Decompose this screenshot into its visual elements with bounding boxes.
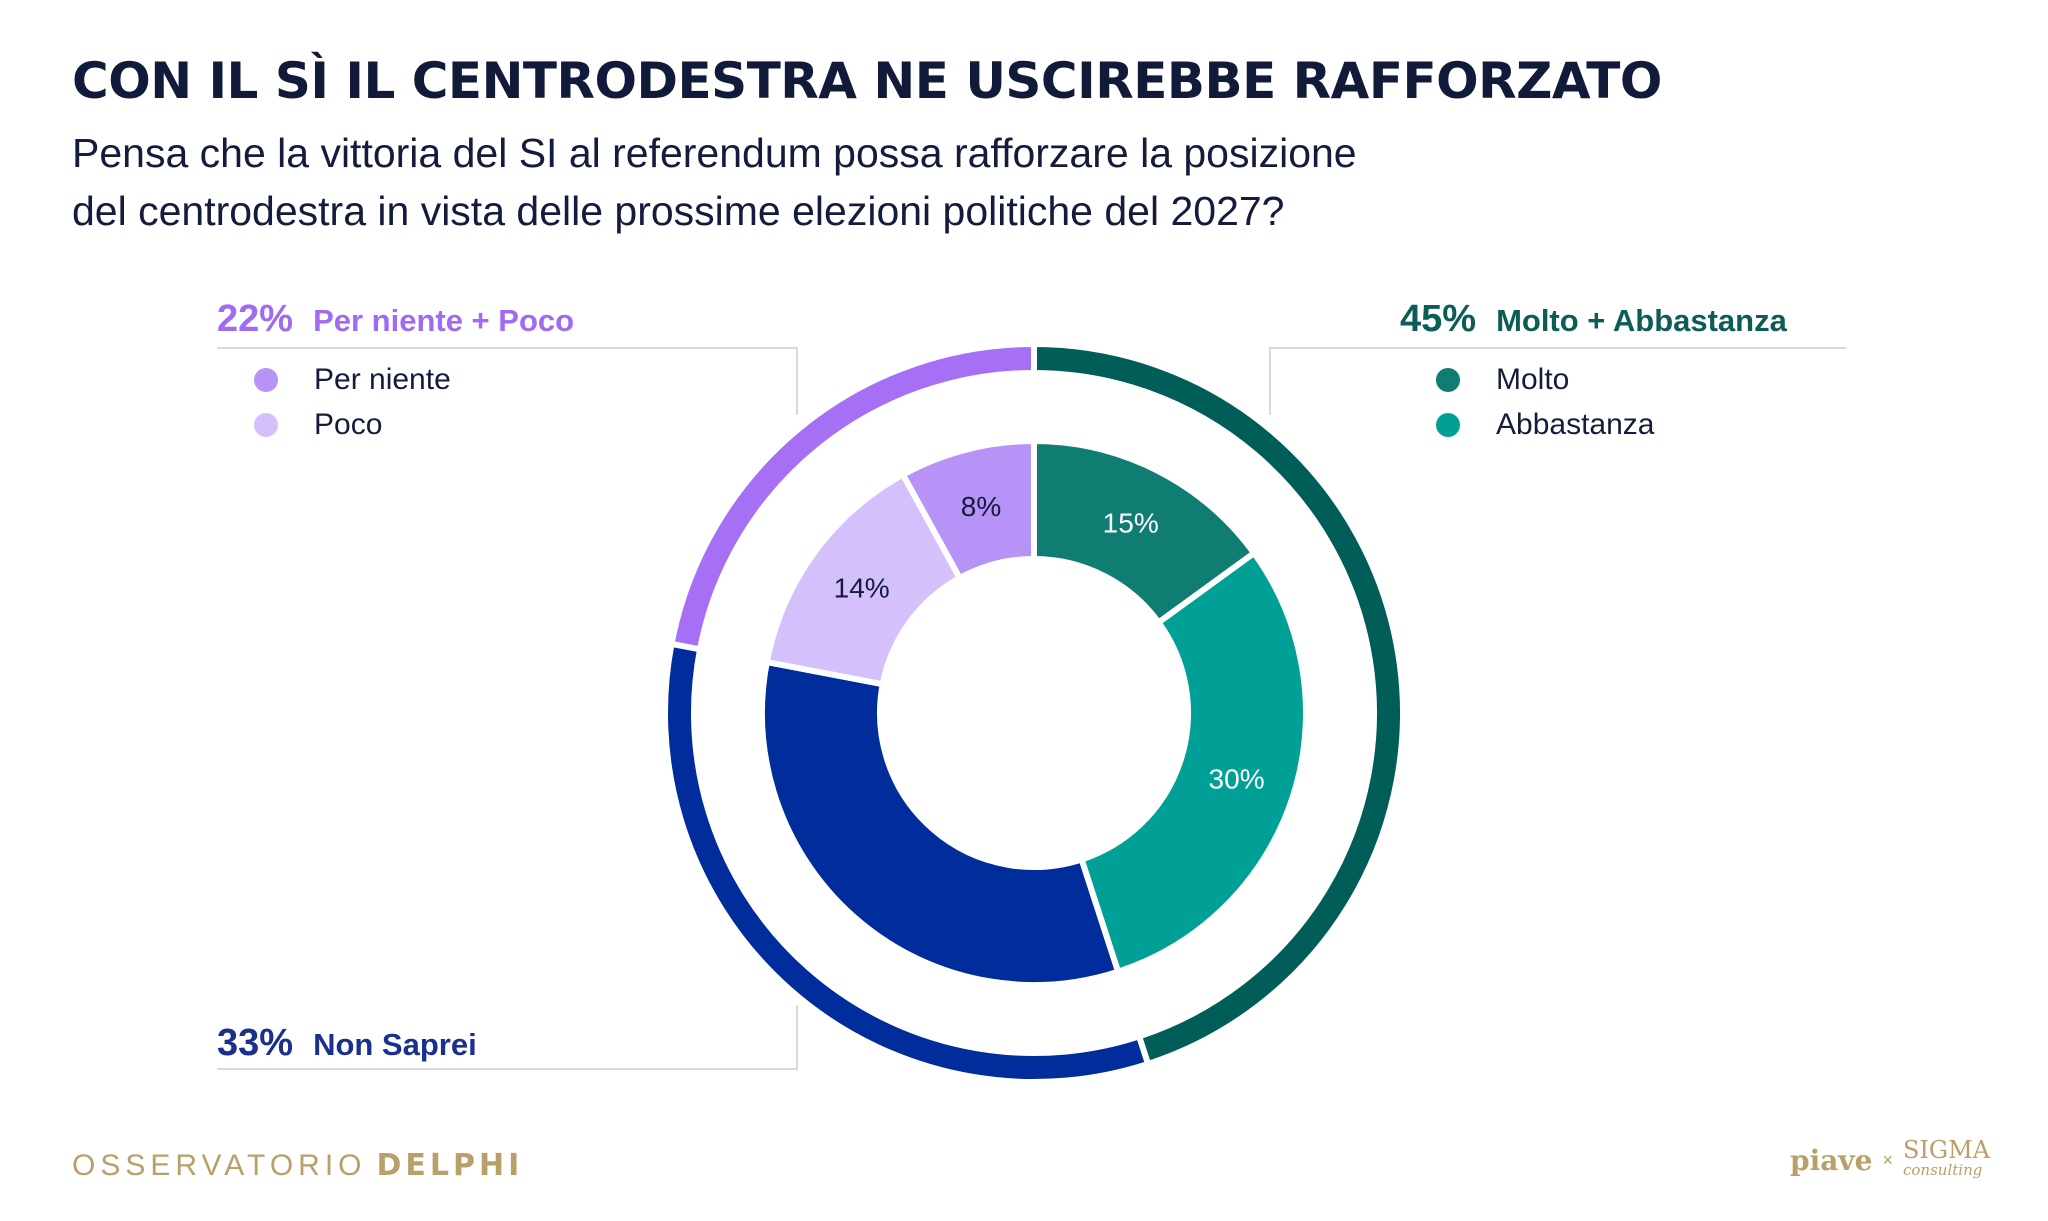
inner-slice-per-niente <box>898 437 1037 583</box>
connector-line-negative <box>217 347 798 415</box>
group-negative-pct: 22% <box>217 298 294 340</box>
connector-line-positive <box>1269 347 1846 415</box>
outer-slice-per-niente-poco <box>668 340 1037 653</box>
footer-brand-partners: piave × SIGMA consulting <box>1790 1136 1990 1180</box>
legend-dot-per-niente <box>254 368 278 392</box>
footer-sigma-logo: SIGMA consulting <box>1903 1136 1990 1180</box>
legend-dot-molto <box>1436 368 1460 392</box>
group-negative: 22% Per niente + Poco <box>217 298 574 341</box>
legend-dot-poco <box>254 413 278 437</box>
footer-brand-bold: DELPHI <box>376 1148 524 1183</box>
group-positive-pct: 45% <box>1400 298 1477 340</box>
group-positive-label: Molto + Abbastanza <box>1496 303 1787 338</box>
legend-label-molto: Molto <box>1496 363 1570 396</box>
footer-brand-light: OSSERVATORIO <box>72 1149 367 1182</box>
legend-dot-abbastanza <box>1436 413 1460 437</box>
group-positive: 45% Molto + Abbastanza <box>1400 298 1787 341</box>
legend-label-per-niente: Per niente <box>314 363 451 396</box>
footer-sigma-text: SIGMA <box>1903 1136 1990 1164</box>
data-label-poco: 14% <box>834 572 890 603</box>
group-negative-label: Per niente + Poco <box>313 303 575 338</box>
page-subtitle: Pensa che la vittoria del SI al referend… <box>72 124 1672 240</box>
legend-item-abbastanza: Abbastanza <box>1436 408 1654 442</box>
footer-consulting-text: consulting <box>1903 1161 1983 1179</box>
inner-slice-non-saprei <box>759 658 1122 988</box>
data-label-per-niente: 8% <box>961 491 1001 522</box>
group-unsure: 33% Non Saprei <box>217 1022 477 1065</box>
data-label-abbastanza: 30% <box>1209 763 1265 794</box>
legend-item-per-niente: Per niente <box>254 363 451 397</box>
footer-piave-logo: piave <box>1790 1143 1873 1177</box>
footer-brand-osservatorio: OSSERVATORIO DELPHI <box>72 1148 523 1183</box>
legend-item-molto: Molto <box>1436 363 1569 397</box>
group-unsure-pct: 33% <box>217 1022 294 1064</box>
inner-slice-abbastanza <box>1077 548 1309 976</box>
subtitle-line-1: Pensa che la vittoria del SI al referend… <box>72 130 1357 176</box>
legend-label-abbastanza: Abbastanza <box>1496 408 1655 441</box>
footer-x: × <box>1882 1149 1893 1170</box>
connector-line-unsure <box>217 1005 798 1070</box>
page-title: CON IL SÌ IL CENTRODESTRA NE USCIREBBE R… <box>72 52 1662 110</box>
subtitle-line-2: del centrodestra in vista delle prossime… <box>72 188 1285 234</box>
group-unsure-label: Non Saprei <box>313 1027 477 1062</box>
data-label-molto: 15% <box>1103 508 1159 539</box>
legend-label-poco: Poco <box>314 408 383 441</box>
legend-item-poco: Poco <box>254 408 382 442</box>
